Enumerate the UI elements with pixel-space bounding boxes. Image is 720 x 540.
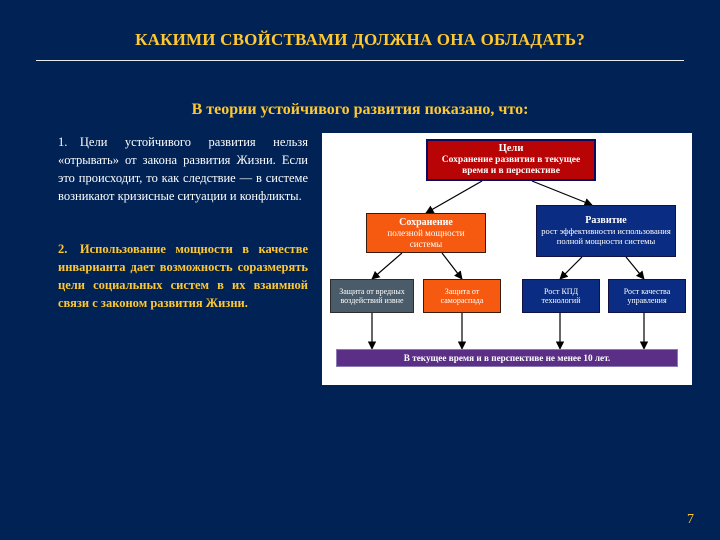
node-goal-subtitle: Сохранение развития в текущее время и в … [432,155,590,177]
title-divider [36,60,684,61]
left-column: 1. Цели устойчивого развития нельзя «отр… [58,133,308,385]
slide-subtitle: В теории устойчивого развития показано, … [60,101,660,119]
node-leaf2-title: Защита от самораспада [428,287,496,305]
node-leaf4: Рост качества управления [608,279,686,313]
node-leaf4-title: Рост качества управления [613,287,681,305]
node-goal-title: Цели [499,143,524,155]
node-banner: В текущее время и в перспективе не менее… [336,349,678,367]
diagram-canvas: ЦелиСохранение развития в текущее время … [322,133,692,385]
paragraph-1: 1. Цели устойчивого развития нельзя «отр… [58,133,308,206]
node-preserve: Сохранениеполезной мощности системы [366,213,486,253]
paragraph-2: 2. Использование мощности в качестве инв… [58,240,308,313]
node-leaf3: Рост КПД технологий [522,279,600,313]
node-banner-title: В текущее время и в перспективе не менее… [404,353,610,364]
node-preserve-title: Сохранение [399,217,453,229]
diagram-wrap: ЦелиСохранение развития в текущее время … [322,133,692,385]
node-leaf1: Защита от вредных воздействий извне [330,279,414,313]
node-develop-subtitle: рост эффективности использования полной … [541,227,671,247]
node-preserve-subtitle: полезной мощности системы [371,228,481,249]
node-leaf3-title: Рост КПД технологий [527,287,595,305]
content-row: 1. Цели устойчивого развития нельзя «отр… [0,133,720,385]
node-develop: Развитиерост эффективности использования… [536,205,676,257]
node-goal: ЦелиСохранение развития в текущее время … [426,139,596,181]
node-leaf1-title: Защита от вредных воздействий извне [335,287,409,305]
node-leaf2: Защита от самораспада [423,279,501,313]
slide-title: КАКИМИ СВОЙСТВАМИ ДОЛЖНА ОНА ОБЛАДАТЬ? [0,0,720,50]
page-number: 7 [687,512,694,528]
